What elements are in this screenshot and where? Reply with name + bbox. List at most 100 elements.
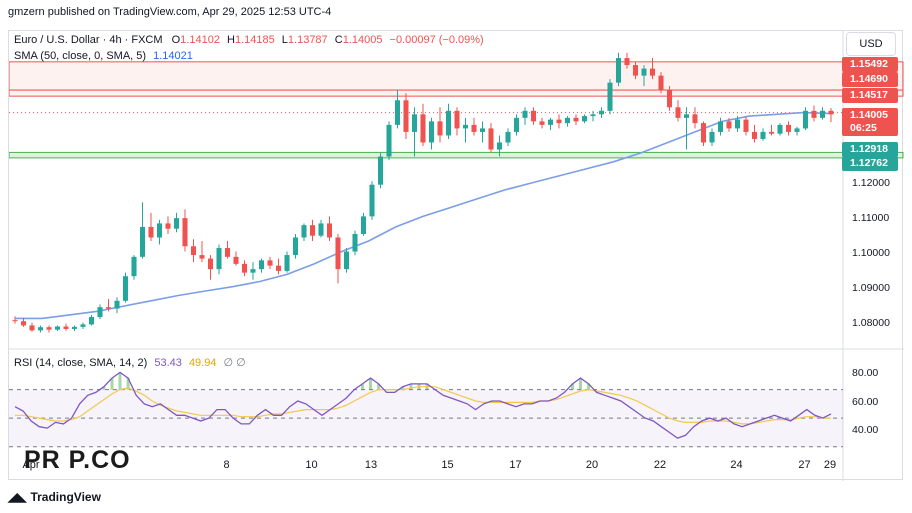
candle-body[interactable]	[573, 117, 579, 122]
candle-body[interactable]	[267, 260, 273, 266]
sma-legend[interactable]: SMA (50, close, 0, SMA, 5) 1.14021	[14, 50, 193, 62]
candle-body[interactable]	[454, 110, 460, 129]
candle-body[interactable]	[734, 119, 741, 129]
candle-body[interactable]	[802, 110, 809, 129]
candle-body[interactable]	[199, 255, 205, 259]
candle-body[interactable]	[471, 124, 477, 132]
candle-body[interactable]	[505, 131, 511, 143]
candle-body[interactable]	[224, 248, 231, 257]
candle-body[interactable]	[496, 142, 503, 150]
candle-body[interactable]	[377, 156, 384, 185]
symbol-label[interactable]: Euro / U.S. Dollar · 4h · FXCM	[14, 34, 163, 46]
candle-body[interactable]	[309, 225, 316, 236]
candle-body[interactable]	[581, 116, 588, 122]
candle-body[interactable]	[530, 110, 537, 122]
candle-body[interactable]	[522, 110, 528, 118]
candle-body[interactable]	[445, 110, 452, 136]
candle-body[interactable]	[233, 256, 239, 264]
candle-body[interactable]	[182, 218, 188, 247]
candle-body[interactable]	[156, 223, 163, 238]
candle-body[interactable]	[80, 324, 86, 327]
candle-body[interactable]	[768, 131, 775, 134]
candle-body[interactable]	[607, 82, 613, 111]
candle-body[interactable]	[292, 237, 299, 256]
candle-body[interactable]	[556, 119, 562, 124]
candle-body[interactable]	[709, 131, 715, 143]
candle-body[interactable]	[632, 65, 639, 76]
candle-body[interactable]	[615, 58, 622, 83]
candle-body[interactable]	[165, 223, 171, 229]
chart-frame[interactable]	[8, 30, 904, 481]
candle-body[interactable]	[590, 114, 596, 117]
candle-body[interactable]	[479, 128, 486, 132]
candle-body[interactable]	[54, 326, 61, 330]
tradingview-brand[interactable]: ◢◣ TradingView	[8, 490, 101, 504]
candle-body[interactable]	[462, 124, 469, 129]
candle-body[interactable]	[173, 218, 180, 229]
candle-body[interactable]	[666, 89, 673, 108]
candle-body[interactable]	[63, 326, 69, 329]
candle-body[interactable]	[743, 119, 749, 132]
candle-body[interactable]	[488, 128, 494, 150]
candle-body[interactable]	[97, 307, 103, 317]
candle-body[interactable]	[564, 117, 571, 124]
candle-body[interactable]	[726, 121, 732, 129]
candle-body[interactable]	[828, 110, 834, 115]
candle-body[interactable]	[131, 256, 137, 277]
candle-body[interactable]	[207, 258, 214, 270]
candle-body[interactable]	[819, 110, 826, 118]
candle-body[interactable]	[683, 114, 690, 118]
candle-body[interactable]	[428, 121, 435, 143]
candle-body[interactable]	[216, 248, 222, 270]
candle-body[interactable]	[386, 124, 392, 157]
candle-body[interactable]	[105, 307, 112, 309]
candle-body[interactable]	[88, 317, 95, 325]
candle-body[interactable]	[777, 124, 783, 134]
candle-body[interactable]	[649, 68, 656, 76]
rsi-legend[interactable]: RSI (14, close, SMA, 14, 2) 53.43 49.94 …	[14, 356, 246, 369]
candle-body[interactable]	[539, 121, 545, 125]
candle-body[interactable]	[598, 110, 605, 115]
candle-body[interactable]	[335, 237, 341, 270]
candle-body[interactable]	[20, 321, 27, 326]
candle-body[interactable]	[37, 327, 44, 331]
candle-body[interactable]	[403, 100, 409, 132]
candle-body[interactable]	[811, 110, 817, 118]
candle-body[interactable]	[411, 114, 418, 132]
candle-body[interactable]	[751, 131, 758, 139]
candle-body[interactable]	[513, 117, 520, 132]
candle-body[interactable]	[190, 246, 197, 256]
candle-body[interactable]	[275, 265, 282, 271]
candle-body[interactable]	[717, 121, 724, 132]
candle-body[interactable]	[241, 263, 248, 273]
candle-body[interactable]	[547, 119, 554, 125]
candle-body[interactable]	[139, 226, 146, 257]
candle-body[interactable]	[700, 123, 707, 143]
candle-body[interactable]	[122, 276, 129, 301]
candle-body[interactable]	[394, 100, 401, 125]
candle-body[interactable]	[148, 226, 154, 238]
candle-body[interactable]	[360, 216, 367, 234]
candle-body[interactable]	[71, 326, 78, 329]
candle-body[interactable]	[114, 300, 120, 309]
candle-body[interactable]	[12, 320, 18, 322]
candle-body[interactable]	[343, 251, 350, 270]
candle-body[interactable]	[326, 223, 333, 238]
candle-body[interactable]	[352, 233, 358, 252]
candle-body[interactable]	[369, 184, 375, 217]
candle-body[interactable]	[760, 131, 766, 139]
candle-body[interactable]	[29, 325, 35, 331]
candle-body[interactable]	[437, 121, 443, 136]
candle-body[interactable]	[318, 223, 324, 236]
candle-body[interactable]	[284, 255, 290, 271]
currency-button[interactable]: USD	[846, 32, 896, 56]
candle-body[interactable]	[258, 260, 265, 270]
candle-body[interactable]	[641, 68, 647, 76]
candle-body[interactable]	[675, 107, 681, 118]
candle-body[interactable]	[46, 327, 52, 330]
candle-body[interactable]	[624, 58, 630, 66]
candle-body[interactable]	[420, 114, 426, 143]
candle-body[interactable]	[785, 124, 792, 132]
candle-body[interactable]	[794, 128, 800, 132]
candle-body[interactable]	[250, 269, 256, 273]
